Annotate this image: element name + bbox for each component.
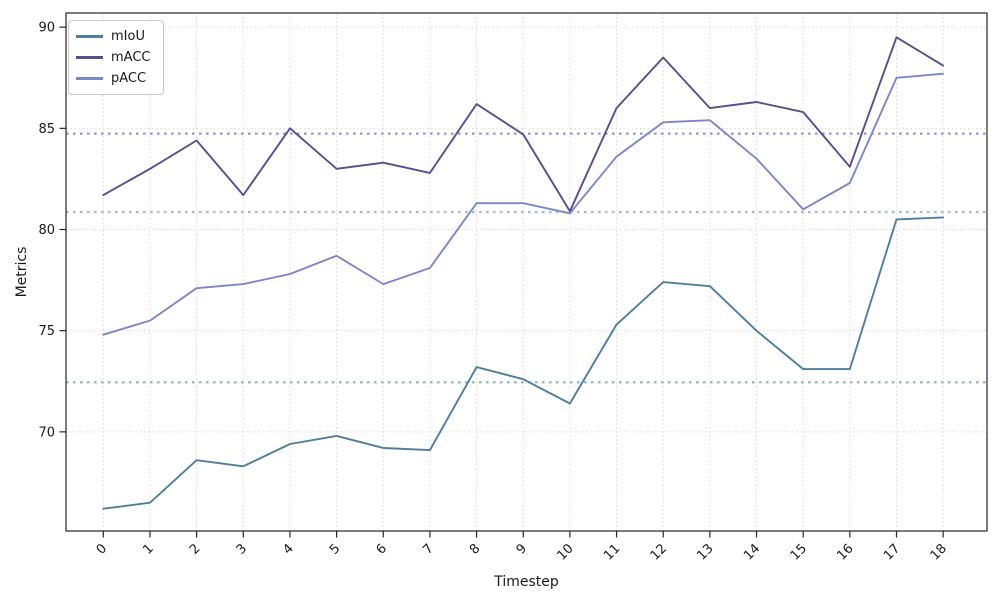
x-tick-label: 14 bbox=[741, 541, 763, 563]
x-tick-label: 18 bbox=[928, 541, 950, 563]
x-tick-label: 6 bbox=[374, 541, 390, 557]
axes-frame bbox=[65, 12, 988, 532]
legend-item-miou: mIoU bbox=[76, 26, 155, 47]
x-tick-label: 17 bbox=[881, 541, 903, 563]
y-tick-label: 75 bbox=[38, 324, 55, 339]
x-tick-label: 1 bbox=[140, 541, 156, 557]
x-tick-label: 16 bbox=[834, 541, 856, 563]
x-tick-label: 11 bbox=[601, 541, 623, 563]
legend-swatch-miou bbox=[76, 35, 103, 38]
legend-item-pacc: pACC bbox=[76, 68, 155, 89]
y-tick-label: 90 bbox=[38, 21, 55, 36]
series-line-pacc bbox=[102, 72, 945, 336]
series-line-macc bbox=[102, 36, 945, 213]
x-tick-label: 9 bbox=[514, 541, 530, 557]
x-tick-label: 13 bbox=[694, 541, 716, 563]
x-tick-label: 2 bbox=[187, 541, 203, 557]
legend-item-macc: mACC bbox=[76, 47, 155, 68]
y-tick-label: 80 bbox=[38, 223, 55, 238]
legend-label-miou: mIoU bbox=[111, 29, 145, 44]
y-tick-label: 70 bbox=[38, 425, 55, 440]
legend-label-pacc: pACC bbox=[111, 71, 147, 86]
legend-swatch-macc bbox=[76, 56, 103, 59]
x-tick-label: 10 bbox=[554, 541, 576, 563]
legend: mIoU mACC pACC bbox=[68, 20, 164, 95]
x-tick-label: 8 bbox=[467, 541, 483, 557]
x-tick-label: 15 bbox=[788, 541, 810, 563]
series-line-miou bbox=[102, 216, 945, 510]
x-tick-label: 4 bbox=[280, 541, 296, 557]
x-tick-label: 7 bbox=[420, 541, 436, 557]
y-axis-label: Metrics bbox=[14, 246, 30, 298]
x-tick-label: 5 bbox=[327, 541, 343, 557]
y-tick-label: 85 bbox=[38, 122, 55, 137]
x-tick-label: 3 bbox=[234, 541, 250, 557]
x-axis-label: Timestep bbox=[494, 574, 559, 590]
legend-label-macc: mACC bbox=[111, 50, 151, 65]
x-tick-label: 0 bbox=[94, 541, 110, 557]
x-tick-label: 12 bbox=[648, 541, 670, 563]
legend-swatch-pacc bbox=[76, 77, 103, 80]
